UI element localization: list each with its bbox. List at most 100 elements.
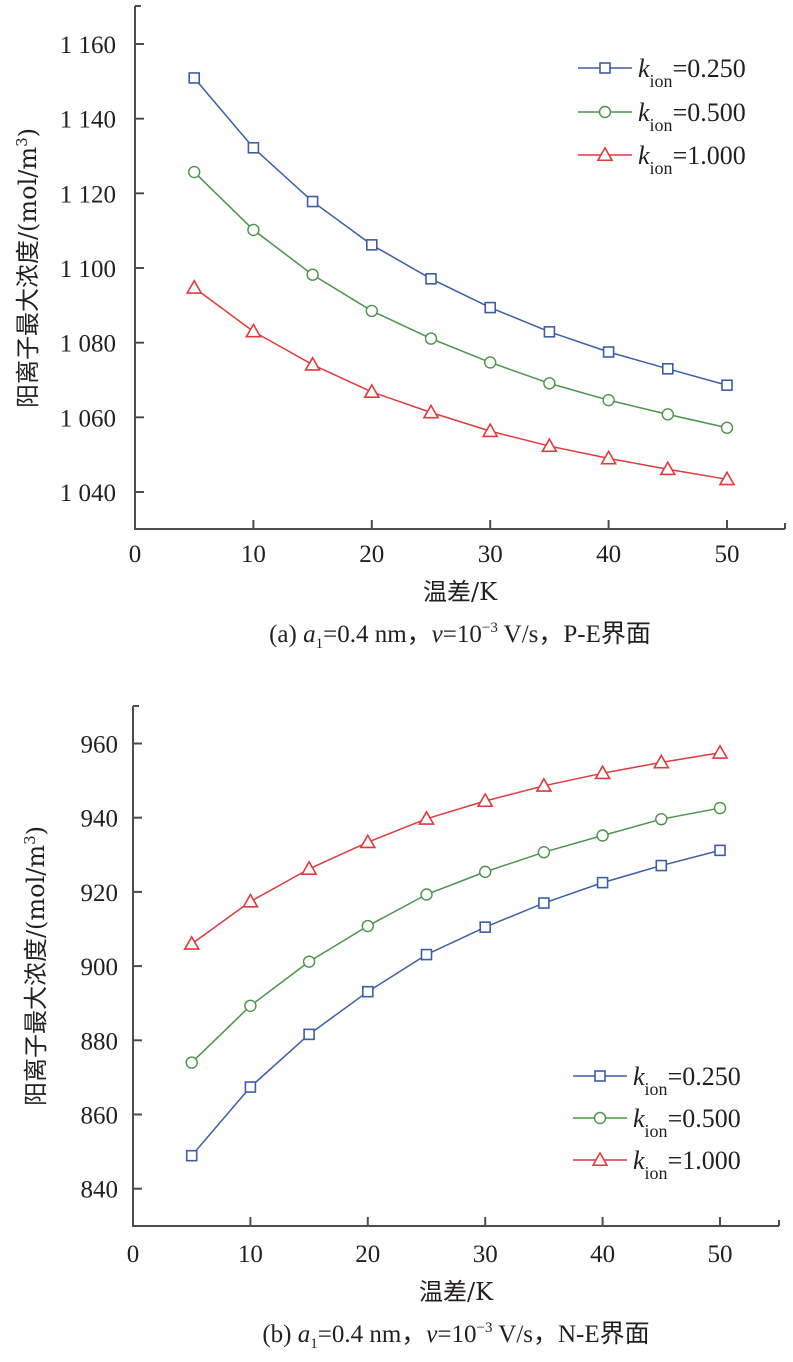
y-tick-label: 840 [81, 1177, 119, 1204]
x-tick-label: 30 [478, 541, 503, 568]
x-tick-label: 40 [596, 541, 621, 568]
data-point-triangle [242, 892, 259, 908]
data-point-square [655, 859, 668, 872]
axes: 1 040 1 060 1 080 1 100 1 120 1 140 1 160 0 10 20… [60, 5, 786, 568]
series-square [188, 72, 733, 392]
legend-label: kion=1.000 [633, 1146, 741, 1183]
x-tick-label: 30 [473, 1241, 498, 1268]
y-tick-label: 1 080 [60, 331, 116, 358]
panel-caption: (b) a1=0.4 nm，v=10−3 V/s，N-E界面 [262, 1320, 649, 1352]
data-point-circle [306, 268, 319, 281]
legend-entry: kion=0.250 [573, 1062, 741, 1099]
x-tick-label: 10 [241, 541, 266, 568]
data-point-circle [537, 846, 551, 859]
data-point-triangle [418, 810, 435, 825]
legend-marker-triangle [591, 1151, 609, 1167]
y-axis-title-main: 阳离子最大浓度/(mol/m [14, 147, 42, 408]
x-tick-label: 0 [129, 541, 142, 568]
caption-v-value: =10 [443, 621, 482, 648]
y-tick-label: 940 [81, 806, 119, 833]
data-point-square [365, 239, 378, 251]
legend-label: kion=0.500 [633, 1104, 741, 1141]
legend-symbol: k [638, 141, 650, 170]
axes: 840 860 880 900 920 940 960 0 10 20 30 40 50 [81, 705, 780, 1268]
data-point-circle [655, 812, 668, 826]
data-point-triangle [600, 449, 617, 465]
legend-label: kion=0.500 [638, 98, 746, 135]
legend-subscript: ion [650, 158, 673, 178]
y-tick-label: 1 060 [60, 405, 116, 432]
data-point-square [303, 1028, 315, 1041]
data-point-square [543, 326, 556, 338]
series-circle [187, 165, 734, 434]
y-axis-title-superscript: 3 [21, 835, 39, 845]
legend-marker-square [594, 1070, 606, 1082]
caption-prefix: (b) [262, 1321, 297, 1348]
x-axis-title: 温差/K [419, 1278, 494, 1306]
series-line [191, 807, 721, 1064]
data-point-triangle [541, 437, 558, 453]
series-circle [185, 801, 727, 1069]
data-point-triangle [481, 422, 499, 438]
caption-a-symbol: a [303, 621, 316, 648]
data-point-square [188, 72, 200, 84]
caption-a-symbol: a [298, 1321, 311, 1348]
data-point-triangle [659, 460, 677, 476]
legend-entry: kion=1.000 [573, 1146, 741, 1183]
series-line [193, 171, 728, 429]
caption-a-value: =0.4 nm， [323, 621, 432, 648]
legend-subscript: ion [645, 1079, 668, 1099]
y-tick-label: 960 [81, 732, 119, 759]
series-line [193, 287, 728, 481]
legend-subscript: ion [645, 1121, 668, 1141]
data-point-triangle [476, 792, 494, 808]
legend-symbol: k [633, 1062, 645, 1091]
legend-label: kion=0.250 [638, 54, 746, 91]
data-point-circle [596, 829, 609, 842]
caption-v-unit: V/s，P-E界面 [498, 621, 651, 648]
data-point-square [714, 844, 726, 857]
x-axis-title: 温差/K [423, 578, 498, 606]
y-tick-label: 920 [81, 880, 119, 907]
data-point-circle [244, 999, 257, 1012]
data-point-square [721, 379, 733, 392]
data-point-circle [247, 223, 260, 237]
series-triangle [185, 279, 736, 486]
data-point-triangle [300, 860, 318, 875]
data-point-circle [720, 421, 734, 434]
y-axis-title-superscript: 3 [13, 137, 31, 147]
data-point-circle [420, 888, 433, 901]
data-point-triangle [183, 935, 201, 950]
y-tick-label: 1 040 [60, 480, 116, 507]
caption-v-value: =10 [437, 1321, 476, 1348]
legend-subscript: ion [650, 71, 673, 91]
caption-v-exponent: −3 [477, 1320, 493, 1336]
x-tick-label: 20 [355, 1241, 380, 1268]
caption-v-unit: V/s，N-E界面 [492, 1321, 649, 1348]
y-tick-label: 1 100 [60, 256, 116, 283]
series-triangle [183, 744, 729, 950]
caption-a-value: =0.4 nm， [318, 1321, 427, 1348]
x-tick-label: 40 [590, 1241, 615, 1268]
x-tick-label: 50 [708, 1241, 733, 1268]
data-point-square [661, 362, 674, 375]
data-point-circle [187, 165, 201, 179]
data-point-triangle [711, 744, 729, 759]
series-line [191, 752, 721, 945]
data-point-square [538, 897, 550, 909]
legend-marker-square [599, 62, 611, 74]
y-axis-title-close: ) [14, 128, 42, 137]
data-point-triangle [304, 356, 321, 371]
panel-caption: (a) a1=0.4 nm，v=10−3 V/s，P-E界面 [269, 620, 651, 652]
data-point-triangle [359, 833, 377, 849]
legend-value: =0.250 [673, 54, 746, 83]
legend-symbol: k [638, 98, 650, 127]
legend-subscript: ion [645, 1163, 668, 1183]
legend-entry: kion=0.250 [578, 54, 746, 91]
data-point-triangle [535, 777, 553, 792]
y-axis-title-close: ) [22, 826, 50, 835]
caption-a-subscript: 1 [316, 636, 324, 652]
legend-value: =0.250 [668, 1062, 741, 1091]
data-point-circle [661, 408, 674, 421]
legend-marker-circle [598, 105, 612, 119]
